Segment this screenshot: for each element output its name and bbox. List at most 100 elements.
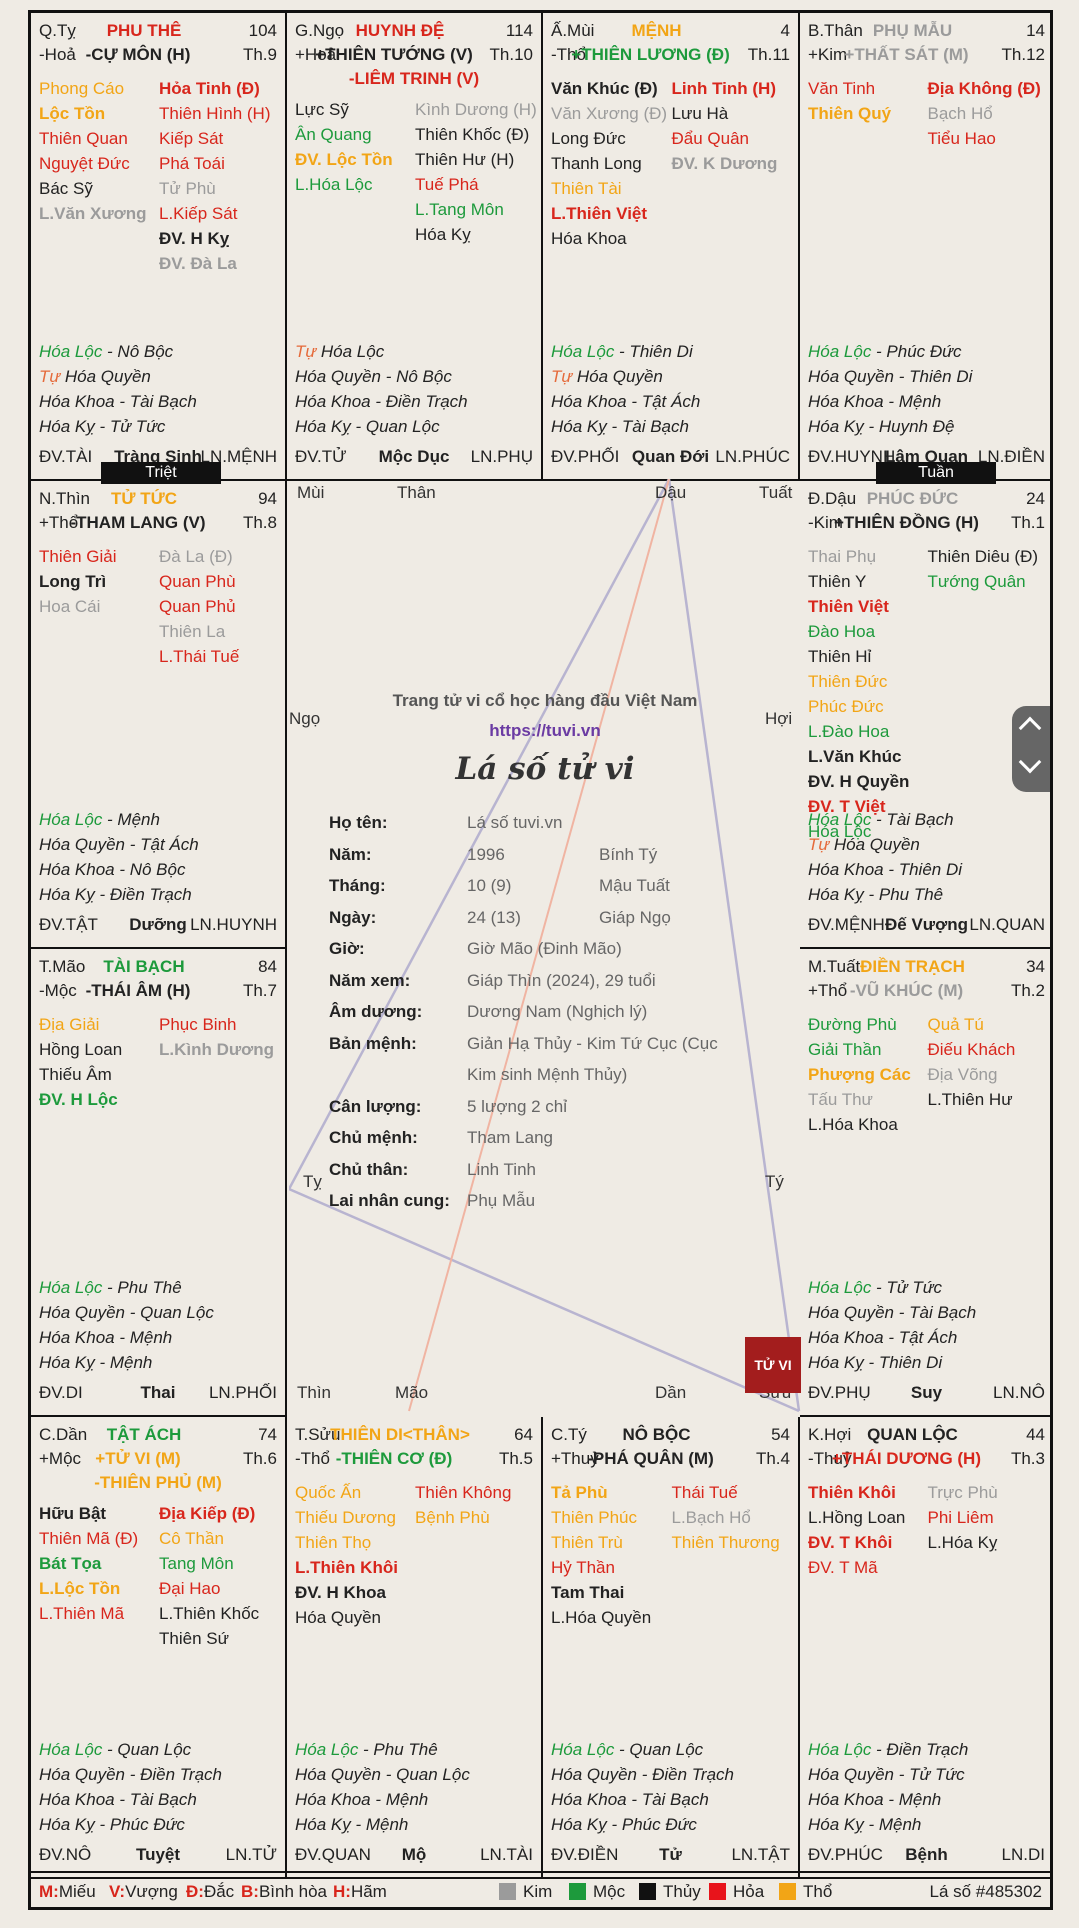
palace-name: MỆNH bbox=[631, 21, 682, 40]
palace-name: PHU THÊ bbox=[106, 21, 182, 40]
can-chi: C.Tý bbox=[551, 1425, 587, 1444]
palace-th: Th.7 bbox=[242, 981, 277, 1000]
info-value: 5 lượng 2 chỉ bbox=[467, 1096, 568, 1116]
stars-right: Địa Không (Đ) Bạch Hổ Tiểu Hao bbox=[928, 76, 1048, 151]
hoa-item: Hóa Lộc - Tử Tức bbox=[808, 1278, 942, 1297]
main-star: -VŨ KHÚC (M) bbox=[849, 981, 964, 1000]
hoa-item: Tự Hóa Quyền bbox=[39, 367, 151, 386]
star-item: Thái Tuế bbox=[671, 1483, 738, 1502]
kim-swatch bbox=[499, 1883, 516, 1900]
star-item: Linh Tinh (H) bbox=[671, 79, 777, 98]
hoa-item: Hóa Khoa - Mệnh bbox=[295, 1790, 429, 1809]
dai-van: ĐV.PHÚC bbox=[808, 1845, 883, 1864]
info-value-2: Mậu Tuất bbox=[599, 876, 670, 895]
star-item: Đà La (Đ) bbox=[159, 547, 233, 566]
palace-hoi[interactable]: K.Hợi QUAN LỘC 44 -Thuỷ +THÁI DƯƠNG (H) Th.3 T… bbox=[800, 1417, 1053, 1879]
palace-dan[interactable]: C.Dần TẬT ÁCH 74 +Mộc +TỬ VI (M) Th.6 -THIÊN P… bbox=[31, 1417, 287, 1879]
star-item: L.Thiên Việt bbox=[551, 204, 648, 223]
star-item: L.Lộc Tồn bbox=[39, 1579, 121, 1598]
scroll-up-icon[interactable] bbox=[1018, 716, 1042, 740]
palace-thin[interactable]: N.Thìn TỬ TỨC 94 +Thổ -THAM LANG (V) Th.8 Thiê… bbox=[31, 481, 287, 949]
palace-suu[interactable]: T.Sửu THIÊN DI<THÂN> 64 -Thổ -THIÊN CƠ (Đ) Th… bbox=[287, 1417, 543, 1879]
hoa-item: Hóa Quyền - Nô Bộc bbox=[295, 367, 452, 386]
palace-name: TỬ TỨC bbox=[111, 489, 177, 508]
hoa-item: Tự Hóa Quyền bbox=[551, 367, 663, 386]
palace-ngo[interactable]: G.Ngọ HUYNH ĐỆ 114 +Hoả +THIÊN TƯỚNG (V) Th.1… bbox=[287, 13, 543, 481]
star-item: Long Trì bbox=[39, 572, 107, 591]
legend-d: Đ:Đắc bbox=[186, 1882, 235, 1901]
center-panel: Mùi Thân Dậu Tuất Ngọ Hợi Tỵ Tý Thìn Mão… bbox=[289, 479, 801, 1413]
star-item: Quốc Ấn bbox=[295, 1483, 362, 1502]
legend-b: B:Bình hòa bbox=[241, 1882, 328, 1901]
luu-nien: LN.TẬT bbox=[731, 1845, 790, 1864]
palace-ty2[interactable]: C.Tý NÔ BỘC 54 +Thuỷ -PHÁ QUÂN (M) Th.4 Tả Phù… bbox=[543, 1417, 800, 1879]
main-star: -THIÊN CƠ (Đ) bbox=[335, 1449, 453, 1468]
star-item: L.Đào Hoa bbox=[808, 722, 890, 741]
palace-ty[interactable]: Q.Tỵ PHU THÊ 104 -Hoả -CỰ MÔN (H) Th.9 Phong C… bbox=[31, 13, 287, 481]
luu-nien: LN.PHÚC bbox=[715, 447, 790, 466]
scroll-down-icon[interactable] bbox=[1018, 750, 1042, 774]
star-item: Thiếu Âm bbox=[39, 1065, 112, 1084]
legend-hoa: Hỏa bbox=[733, 1882, 765, 1901]
stars-left: Thiên Khôi L.Hồng Loan ĐV. T Khôi ĐV. T Mã bbox=[808, 1480, 928, 1580]
info-row: Chủ mệnh: Tham Lang bbox=[329, 1128, 769, 1160]
star-item: Thiên Khôi bbox=[808, 1483, 896, 1502]
palace-footer: ĐV.ĐIỀN Tử LN.TẬT bbox=[551, 1845, 790, 1869]
luu-nien: LN.PHỤ bbox=[470, 447, 533, 466]
luu-nien: LN.ĐIỀN bbox=[977, 447, 1045, 466]
palace-header: C.Tý NÔ BỘC 54 +Thuỷ -PHÁ QUÂN (M) Th.4 bbox=[551, 1425, 790, 1471]
info-label: Giờ: bbox=[329, 939, 365, 958]
branch-tuat: Tuất bbox=[759, 483, 793, 502]
palace-dau[interactable]: Đ.Dậu PHÚC ĐỨC 24 -Kim +THIÊN ĐỒNG (H) Th.1 Th… bbox=[800, 481, 1053, 949]
palace-th: Th.4 bbox=[755, 1449, 790, 1468]
info-row: Giờ: Giờ Mão (Đinh Mão) bbox=[329, 939, 769, 971]
luu-nien: LN.PHỐI bbox=[208, 1383, 277, 1402]
hoa-item: Hóa Kỵ - Tài Bạch bbox=[551, 417, 689, 436]
palace-header: Ấ.Mùi MỆNH 4 -Thổ +THIÊN LƯƠNG (Đ) Th.11 bbox=[551, 21, 790, 67]
hoa-item: Hóa Kỵ - Thiên Di bbox=[808, 1353, 943, 1372]
hoa-item: Tự Hóa Lộc bbox=[295, 342, 385, 361]
star-item: Hóa Quyền bbox=[295, 1608, 381, 1627]
palace-age: 54 bbox=[771, 1425, 790, 1444]
palace-age: 94 bbox=[258, 489, 277, 508]
scroll-widget[interactable] bbox=[1012, 706, 1050, 792]
main-star: +TỬ VI (M) bbox=[95, 1449, 181, 1468]
star-item: Phong Cáo bbox=[39, 79, 125, 98]
can-chi: Đ.Dậu bbox=[808, 489, 857, 508]
star-item: Hóa Lộc bbox=[808, 822, 872, 841]
star-item: Thiên Y bbox=[808, 572, 867, 591]
palace-tuat[interactable]: M.Tuất ĐIỀN TRẠCH 34 +Thổ -VŨ KHÚC (M) Th.2 Đư… bbox=[800, 949, 1053, 1417]
star-item: Thanh Long bbox=[551, 154, 642, 173]
truong-sinh: Tuyệt bbox=[135, 1845, 181, 1864]
palace-age: 104 bbox=[248, 21, 277, 40]
palace-than[interactable]: B.Thân PHỤ MẪU 14 +Kim +THẤT SÁT (M) Th.12 Văn… bbox=[800, 13, 1053, 481]
palace-mui[interactable]: Ấ.Mùi MỆNH 4 -Thổ +THIÊN LƯƠNG (Đ) Th.11 Văn K… bbox=[543, 13, 800, 481]
star-item: Cô Thần bbox=[159, 1529, 224, 1548]
luu-nien: LN.TỬ bbox=[225, 1845, 277, 1864]
star-item: ĐV. H Quyền bbox=[808, 772, 910, 791]
hoa-item: Hóa Khoa - Điền Trạch bbox=[295, 392, 468, 411]
can-chi: N.Thìn bbox=[39, 489, 91, 508]
palace-mao[interactable]: T.Mão TÀI BẠCH 84 -Mộc -THÁI ÂM (H) Th.7 Địa G… bbox=[31, 949, 287, 1417]
site-link[interactable]: https://tuvi.vn bbox=[489, 721, 601, 740]
info-value: Phụ Mẫu bbox=[467, 1191, 536, 1210]
hoa-item: Tự Hóa Quyền bbox=[808, 835, 920, 854]
palace-th: Th.1 bbox=[1010, 513, 1045, 532]
palace-header: Đ.Dậu PHÚC ĐỨC 24 -Kim +THIÊN ĐỒNG (H) Th.1 bbox=[808, 489, 1045, 535]
palace-header: T.Sửu THIÊN DI<THÂN> 64 -Thổ -THIÊN CƠ (Đ) Th… bbox=[295, 1425, 533, 1471]
star-item: Đại Hao bbox=[159, 1579, 221, 1598]
truong-sinh: Lâm Quan bbox=[884, 447, 969, 466]
palace-age: 24 bbox=[1026, 489, 1045, 508]
stars-right: Linh Tinh (H) Lưu Hà Đẩu Quân ĐV. K Dương bbox=[672, 76, 793, 176]
star-item: Hỏa Tinh (Đ) bbox=[159, 79, 260, 98]
star-item: Nguyệt Đức bbox=[39, 154, 130, 173]
star-item: L.Hóa Quyền bbox=[551, 1608, 652, 1627]
palace-th: Th.5 bbox=[498, 1449, 533, 1468]
star-item: L.Thái Tuế bbox=[159, 647, 240, 666]
truong-sinh: Thai bbox=[140, 1383, 176, 1402]
info-label: Năm xem: bbox=[329, 970, 411, 990]
star-item: Tam Thai bbox=[551, 1583, 625, 1602]
star-item: Thiên Phúc bbox=[551, 1508, 637, 1527]
palace-footer: ĐV.QUAN Mộ LN.TÀI bbox=[295, 1845, 533, 1869]
stars-left: Quốc Ấn Thiếu Dương Thiên Thọ L.Thiên Khôi Đ… bbox=[295, 1480, 415, 1630]
